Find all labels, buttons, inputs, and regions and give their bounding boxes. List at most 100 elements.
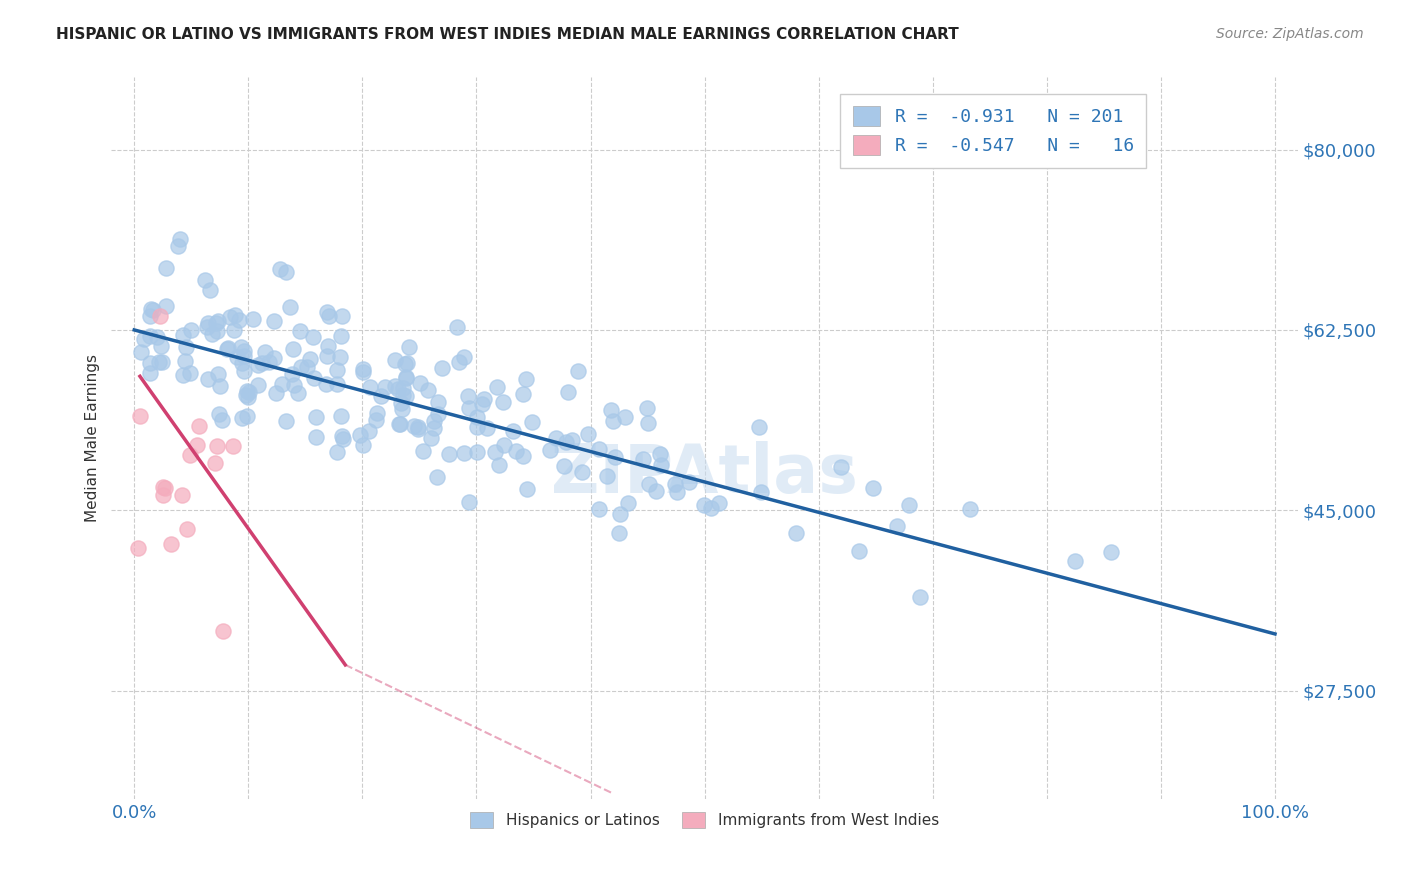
Point [439, 446, 461, 460]
Point [222, 322, 245, 336]
Point [139, 367, 162, 381]
Point [287, 386, 309, 401]
Point [644, 484, 666, 499]
Point [678, 475, 700, 489]
Point [152, 480, 174, 494]
Point [167, 238, 190, 252]
Point [637, 416, 659, 430]
Point [588, 502, 610, 516]
Point [217, 341, 239, 355]
Point [700, 500, 723, 515]
Point [395, 356, 418, 370]
Text: ZIPAtlas: ZIPAtlas [551, 442, 858, 508]
Point [295, 360, 318, 375]
Point [600, 403, 623, 417]
Point [609, 507, 631, 521]
Point [426, 470, 449, 484]
Point [232, 343, 254, 358]
Point [152, 488, 174, 502]
Point [648, 447, 671, 461]
Point [453, 446, 475, 460]
Point [492, 395, 515, 409]
Point [366, 413, 388, 427]
Point [301, 330, 323, 344]
Point [155, 299, 177, 313]
Point [302, 370, 325, 384]
Point [588, 442, 610, 456]
Point [150, 355, 173, 369]
Point [384, 353, 406, 368]
Point [172, 368, 194, 383]
Point [830, 460, 852, 475]
Point [139, 310, 162, 324]
Point [650, 458, 672, 472]
Point [848, 544, 870, 558]
Point [274, 414, 297, 428]
Point [127, 541, 149, 555]
Point [155, 481, 177, 495]
Point [330, 429, 353, 443]
Point [384, 378, 406, 392]
Point [207, 367, 229, 381]
Point [146, 330, 169, 344]
Point [959, 502, 981, 516]
Point [352, 361, 374, 376]
Point [561, 434, 583, 448]
Point [236, 390, 259, 404]
Point [426, 407, 449, 421]
Point [602, 414, 624, 428]
Point [391, 402, 413, 417]
Point [357, 424, 380, 438]
Point [129, 345, 152, 359]
Point [557, 385, 579, 400]
Point [897, 498, 920, 512]
Point [502, 424, 524, 438]
Point [332, 432, 354, 446]
Point [395, 370, 418, 384]
Point [149, 309, 172, 323]
Point [139, 328, 162, 343]
Point [486, 380, 509, 394]
Point [329, 350, 352, 364]
Point [222, 438, 245, 452]
Point [281, 367, 304, 381]
Point [263, 314, 285, 328]
Point [544, 431, 567, 445]
Point [247, 378, 270, 392]
Point [253, 344, 276, 359]
Point [215, 343, 238, 357]
Point [366, 406, 388, 420]
Point [238, 385, 260, 400]
Point [172, 327, 194, 342]
Point [453, 351, 475, 365]
Point [229, 340, 252, 354]
Point [886, 519, 908, 533]
Point [219, 310, 242, 325]
Point [388, 417, 411, 431]
Point [173, 353, 195, 368]
Point [263, 351, 285, 365]
Point [316, 349, 339, 363]
Point [418, 384, 440, 398]
Point [412, 443, 434, 458]
Point [465, 419, 488, 434]
Point [298, 351, 321, 366]
Point [172, 488, 194, 502]
Point [633, 452, 655, 467]
Point [512, 387, 534, 401]
Point [148, 354, 170, 368]
Point [553, 458, 575, 473]
Point [330, 409, 353, 424]
Point [270, 377, 292, 392]
Point [290, 360, 312, 375]
Point [409, 376, 432, 391]
Point [207, 313, 229, 327]
Point [471, 397, 494, 411]
Point [139, 356, 162, 370]
Point [751, 485, 773, 500]
Point [387, 382, 409, 396]
Point [226, 350, 249, 364]
Point [910, 590, 932, 604]
Point [636, 401, 658, 416]
Point [188, 418, 211, 433]
